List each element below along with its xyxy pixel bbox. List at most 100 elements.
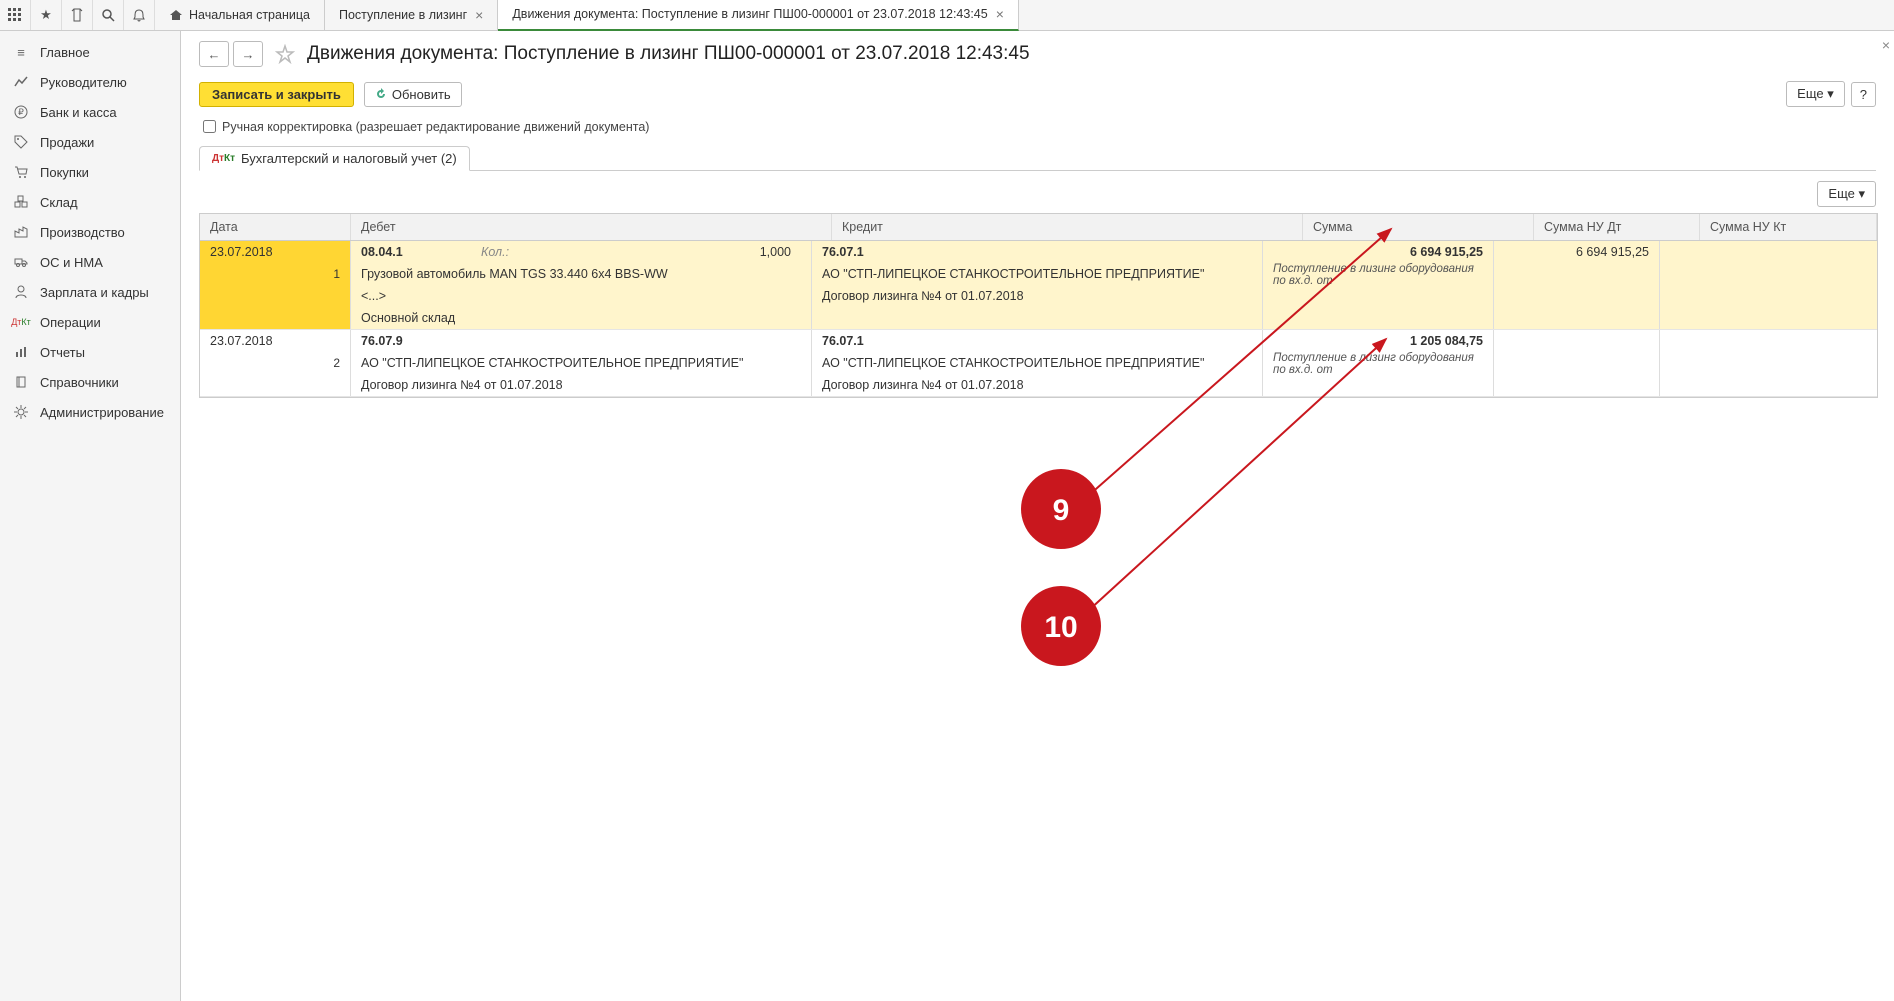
sidebar-item-label: Продажи xyxy=(40,135,94,150)
tab-1[interactable]: Поступление в лизинг × xyxy=(325,0,498,30)
table-row[interactable]: 23.07.2018 1 08.04.1 Кол.: 1,000 Грузово… xyxy=(200,241,1877,330)
tab-home[interactable]: Начальная страница xyxy=(155,0,325,30)
sidebar-item-admin[interactable]: Администрирование xyxy=(0,397,180,427)
tab-home-label: Начальная страница xyxy=(189,8,310,22)
sidebar-item-main[interactable]: ≡ Главное xyxy=(0,37,180,67)
bell-icon[interactable] xyxy=(124,0,155,30)
annotation-badge-10: 10 xyxy=(1044,611,1077,644)
col-header-debit[interactable]: Дебет xyxy=(351,214,832,240)
cell-nukt xyxy=(1660,241,1877,329)
help-button[interactable]: ? xyxy=(1851,82,1876,107)
sidebar-item-label: Руководителю xyxy=(40,75,127,90)
doc-header: ← → Движения документа: Поступление в ли… xyxy=(199,41,1876,67)
sidebar-item-bank[interactable]: ₽ Банк и касса xyxy=(0,97,180,127)
cell-nudt: 6 694 915,25 xyxy=(1494,241,1660,329)
cell-debit: 76.07.9 АО "СТП-ЛИПЕЦКОЕ СТАНКОСТРОИТЕЛЬ… xyxy=(351,330,812,396)
row-number: 2 xyxy=(210,356,340,370)
debit-account: 76.07.9 xyxy=(361,334,481,348)
cell-nukt xyxy=(1660,330,1877,396)
sidebar-item-label: Операции xyxy=(40,315,101,330)
tab-2-label: Движения документа: Поступление в лизинг… xyxy=(512,7,987,21)
factory-icon xyxy=(12,225,30,239)
sidebar: ≡ Главное Руководителю ₽ Банк и касса Пр… xyxy=(0,31,181,1001)
sidebar-item-label: Склад xyxy=(40,195,78,210)
nav-back-button[interactable]: ← xyxy=(199,41,229,67)
credit-subconto1: АО "СТП-ЛИПЕЦКОЕ СТАНКОСТРОИТЕЛЬНОЕ ПРЕД… xyxy=(812,263,1262,285)
sidebar-item-catalogs[interactable]: Справочники xyxy=(0,367,180,397)
nav-forward-button[interactable]: → xyxy=(233,41,263,67)
sidebar-item-salary[interactable]: Зарплата и кадры xyxy=(0,277,180,307)
content-area: × ← → Движения документа: Поступление в … xyxy=(181,31,1894,1001)
menu-icon: ≡ xyxy=(12,45,30,60)
col-header-nudt[interactable]: Сумма НУ Дт xyxy=(1534,214,1700,240)
sidebar-item-label: Справочники xyxy=(40,375,119,390)
tab-accounting[interactable]: ДтКт Бухгалтерский и налоговый учет (2) xyxy=(199,146,470,171)
dtkt-icon: ДтКт xyxy=(12,317,30,327)
cell-sum: 1 205 084,75 Поступление в лизинг оборуд… xyxy=(1263,330,1494,396)
debit-subconto2: Договор лизинга №4 от 01.07.2018 xyxy=(351,374,811,396)
sidebar-item-purchases[interactable]: Покупки xyxy=(0,157,180,187)
table-more-button[interactable]: Еще ▾ xyxy=(1817,181,1876,207)
date-value: 23.07.2018 xyxy=(210,245,340,259)
favorite-icon[interactable] xyxy=(275,44,295,64)
col-header-credit[interactable]: Кредит xyxy=(832,214,1303,240)
person-icon xyxy=(12,285,30,299)
sum-description: Поступление в лизинг оборудования по вх.… xyxy=(1273,352,1483,376)
row-number: 1 xyxy=(210,267,340,281)
apps-icon[interactable] xyxy=(0,0,31,30)
sidebar-item-production[interactable]: Производство xyxy=(0,217,180,247)
cell-sum: 6 694 915,25 Поступление в лизинг оборуд… xyxy=(1263,241,1494,329)
col-header-nukt[interactable]: Сумма НУ Кт xyxy=(1700,214,1877,240)
cell-nudt xyxy=(1494,330,1660,396)
table-row[interactable]: 23.07.2018 2 76.07.9 АО "СТП-ЛИПЕЦКОЕ СТ… xyxy=(200,330,1877,397)
search-icon[interactable] xyxy=(93,0,124,30)
chart-icon xyxy=(12,76,30,88)
cell-date: 23.07.2018 1 xyxy=(200,241,351,329)
credit-subconto1: АО "СТП-ЛИПЕЦКОЕ СТАНКОСТРОИТЕЛЬНОЕ ПРЕД… xyxy=(812,352,1262,374)
bars-icon xyxy=(12,345,30,359)
page-title: Движения документа: Поступление в лизинг… xyxy=(307,43,1030,65)
debit-account: 08.04.1 xyxy=(361,245,481,259)
credit-account: 76.07.1 xyxy=(822,334,942,348)
refresh-label: Обновить xyxy=(392,87,451,102)
star-icon[interactable]: ★ xyxy=(31,0,62,30)
debit-subconto1: Грузовой автомобиль MAN TGS 33.440 6x4 B… xyxy=(351,263,811,285)
sidebar-item-label: Банк и касса xyxy=(40,105,117,120)
credit-subconto2: Договор лизинга №4 от 01.07.2018 xyxy=(812,285,1262,307)
close-doc-icon[interactable]: × xyxy=(1882,37,1890,53)
sidebar-item-label: Зарплата и кадры xyxy=(40,285,149,300)
history-icon[interactable] xyxy=(62,0,93,30)
debit-subconto3: Основной склад xyxy=(351,307,811,329)
tab-accounting-label: Бухгалтерский и налоговый учет (2) xyxy=(241,151,457,166)
svg-text:₽: ₽ xyxy=(18,107,24,117)
cell-date: 23.07.2018 2 xyxy=(200,330,351,396)
sidebar-item-manager[interactable]: Руководителю xyxy=(0,67,180,97)
more-button[interactable]: Еще ▾ xyxy=(1786,81,1845,107)
debit-subconto1: АО "СТП-ЛИПЕЦКОЕ СТАНКОСТРОИТЕЛЬНОЕ ПРЕД… xyxy=(351,352,811,374)
manual-edit-row: Ручная корректировка (разрешает редактир… xyxy=(199,117,1876,136)
close-icon[interactable]: × xyxy=(475,7,483,23)
tag-icon xyxy=(12,135,30,149)
col-header-sum[interactable]: Сумма xyxy=(1303,214,1534,240)
cell-credit: 76.07.1 АО "СТП-ЛИПЕЦКОЕ СТАНКОСТРОИТЕЛЬ… xyxy=(812,241,1263,329)
truck-icon xyxy=(12,256,30,268)
sidebar-item-assets[interactable]: ОС и НМА xyxy=(0,247,180,277)
sidebar-item-operations[interactable]: ДтКт Операции xyxy=(0,307,180,337)
command-bar: Записать и закрыть Обновить Еще ▾ ? xyxy=(199,81,1876,107)
tab-2[interactable]: Движения документа: Поступление в лизинг… xyxy=(498,0,1019,31)
col-header-date[interactable]: Дата xyxy=(200,214,351,240)
refresh-button[interactable]: Обновить xyxy=(364,82,462,107)
save-close-button[interactable]: Записать и закрыть xyxy=(199,82,354,107)
manual-edit-checkbox[interactable] xyxy=(203,120,216,133)
sidebar-item-sales[interactable]: Продажи xyxy=(0,127,180,157)
boxes-icon xyxy=(12,195,30,209)
close-icon[interactable]: × xyxy=(996,6,1004,22)
sidebar-item-label: Главное xyxy=(40,45,90,60)
credit-account: 76.07.1 xyxy=(822,245,942,259)
sidebar-item-reports[interactable]: Отчеты xyxy=(0,337,180,367)
grid-header: Дата Дебет Кредит Сумма Сумма НУ Дт Сумм… xyxy=(200,214,1877,241)
table-command-bar: Еще ▾ xyxy=(199,171,1876,213)
sidebar-item-warehouse[interactable]: Склад xyxy=(0,187,180,217)
refresh-icon xyxy=(375,88,387,100)
doc-tab-strip: ДтКт Бухгалтерский и налоговый учет (2) xyxy=(199,146,1876,171)
